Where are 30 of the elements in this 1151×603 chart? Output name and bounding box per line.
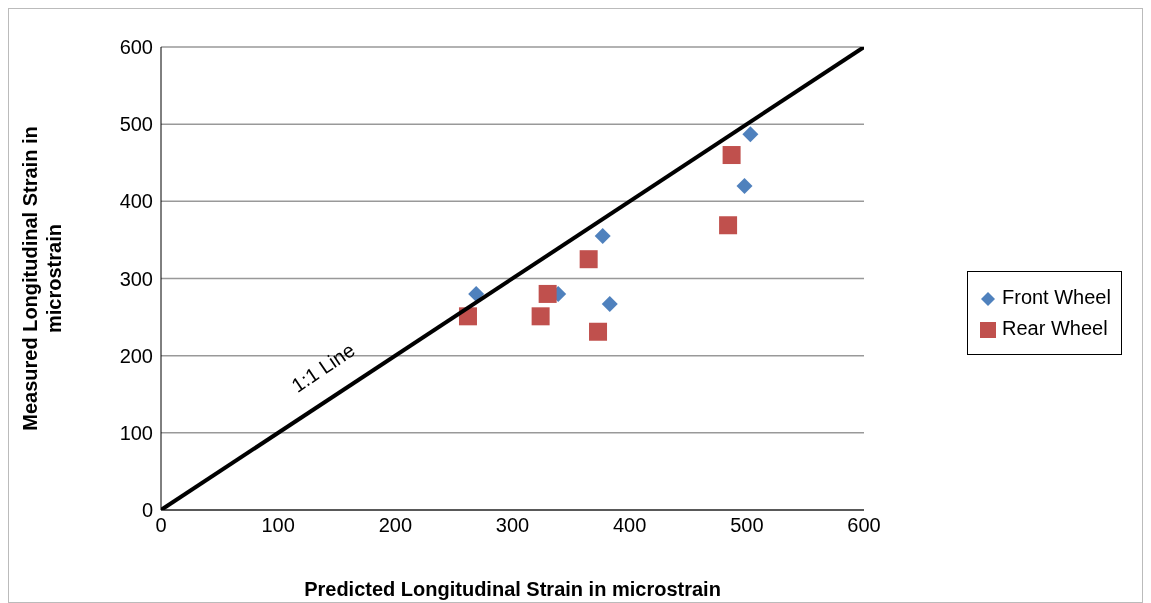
point — [601, 295, 618, 312]
x-tick-label: 0 — [155, 514, 167, 537]
y-axis-title: Measured Longitudinal Strain in microstrain — [19, 126, 65, 431]
y-tick-label: 600 — [119, 36, 153, 59]
point — [531, 307, 550, 326]
legend-label: Rear Wheel — [1001, 317, 1109, 340]
y-tick-label: 300 — [119, 267, 153, 290]
annotation: 1:1 Line — [287, 338, 359, 397]
point — [722, 146, 741, 165]
legend-label: Front Wheel — [1001, 286, 1111, 309]
y-tick-label: 400 — [119, 190, 153, 213]
point — [538, 284, 557, 303]
y-tick-label: 200 — [119, 344, 153, 367]
point — [579, 250, 598, 269]
x-tick-label: 500 — [730, 514, 764, 537]
point — [742, 126, 759, 143]
x-tick-label: 300 — [495, 514, 530, 537]
point — [736, 177, 753, 194]
point — [719, 216, 738, 235]
point — [589, 322, 608, 341]
y-tick-label: 0 — [141, 499, 153, 522]
x-tick-label: 600 — [847, 514, 881, 537]
y-tick-label: 100 — [119, 421, 153, 444]
point — [468, 285, 485, 302]
x-tick-label: 400 — [612, 514, 647, 537]
x-tick-label: 100 — [261, 514, 295, 537]
x-axis-title: Predicted Longitudinal Strain in microstrain — [304, 578, 721, 600]
point — [594, 228, 611, 245]
x-tick-label: 200 — [378, 514, 413, 537]
y-tick-label: 500 — [119, 113, 153, 136]
